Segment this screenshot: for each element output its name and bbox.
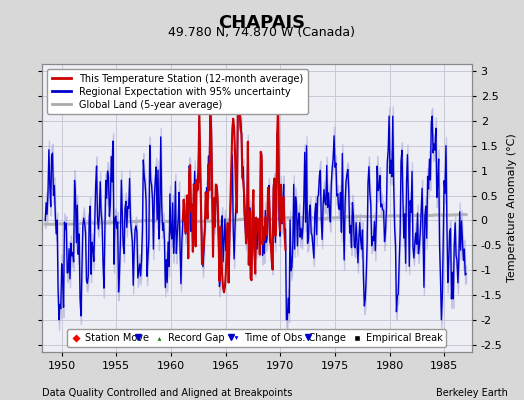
Legend: Station Move, Record Gap, Time of Obs. Change, Empirical Break: Station Move, Record Gap, Time of Obs. C… <box>67 329 446 347</box>
Text: Data Quality Controlled and Aligned at Breakpoints: Data Quality Controlled and Aligned at B… <box>42 388 292 398</box>
Y-axis label: Temperature Anomaly (°C): Temperature Anomaly (°C) <box>507 134 517 282</box>
Text: Berkeley Earth: Berkeley Earth <box>436 388 508 398</box>
Text: 49.780 N, 74.870 W (Canada): 49.780 N, 74.870 W (Canada) <box>169 26 355 39</box>
Text: CHAPAIS: CHAPAIS <box>219 14 305 32</box>
